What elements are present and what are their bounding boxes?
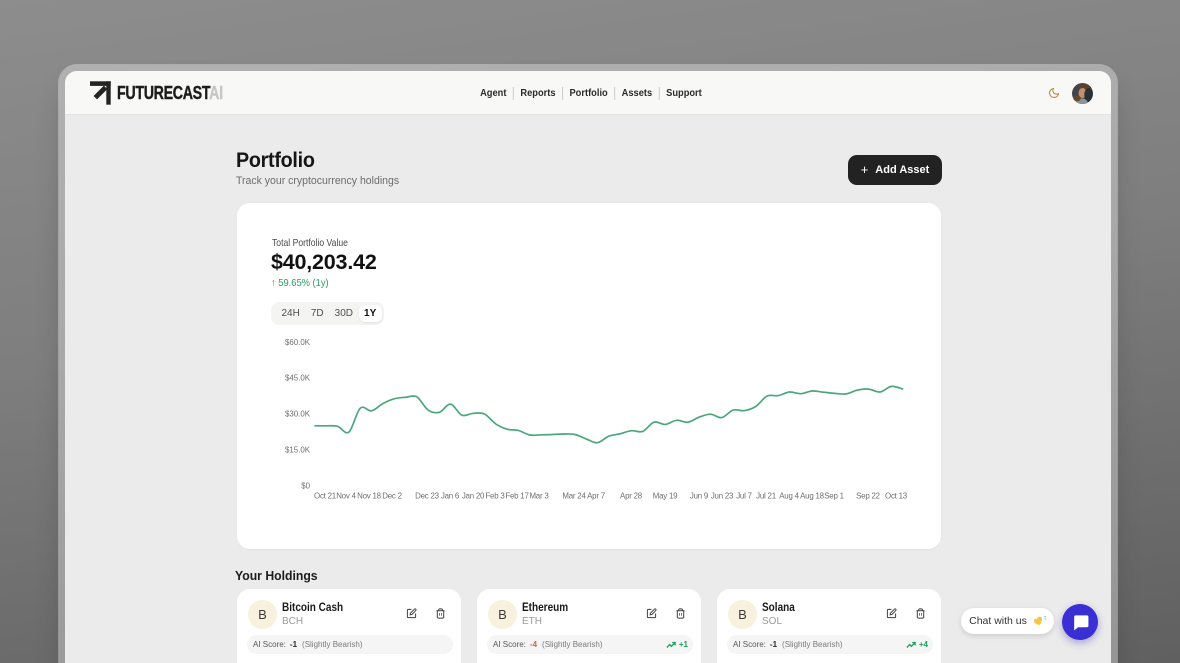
- svg-text:$60.0K: $60.0K: [285, 338, 311, 347]
- svg-text:$15.0K: $15.0K: [285, 446, 311, 455]
- svg-text:Feb 17: Feb 17: [505, 492, 528, 501]
- svg-text:Sep 22: Sep 22: [856, 492, 880, 501]
- svg-text:Aug 18: Aug 18: [800, 492, 825, 501]
- svg-text:$0: $0: [301, 482, 310, 491]
- svg-text:Oct 21: Oct 21: [314, 492, 336, 501]
- svg-text:Nov 18: Nov 18: [357, 492, 382, 501]
- svg-text:Mar 24: Mar 24: [562, 492, 586, 501]
- svg-text:Jan 20: Jan 20: [462, 492, 485, 501]
- svg-text:May 19: May 19: [653, 492, 678, 501]
- svg-text:Jul 21: Jul 21: [756, 492, 776, 501]
- svg-text:Jan 6: Jan 6: [441, 492, 460, 501]
- svg-text:Feb 3: Feb 3: [485, 492, 505, 501]
- svg-text:Sep 1: Sep 1: [824, 492, 844, 501]
- svg-text:Dec 23: Dec 23: [415, 492, 440, 501]
- svg-text:$30.0K: $30.0K: [285, 410, 311, 419]
- svg-text:Mar 3: Mar 3: [529, 492, 549, 501]
- svg-text:Apr 28: Apr 28: [620, 492, 643, 501]
- svg-text:$45.0K: $45.0K: [285, 374, 311, 383]
- svg-text:Nov 4: Nov 4: [336, 492, 356, 501]
- svg-text:Oct 13: Oct 13: [885, 492, 908, 501]
- svg-text:Jun 9: Jun 9: [690, 492, 709, 501]
- svg-text:Jun 23: Jun 23: [711, 492, 734, 501]
- svg-text:Jul 7: Jul 7: [736, 492, 752, 501]
- svg-text:Apr 7: Apr 7: [587, 492, 605, 501]
- svg-text:Aug 4: Aug 4: [779, 492, 799, 501]
- svg-text:Dec 2: Dec 2: [382, 492, 402, 501]
